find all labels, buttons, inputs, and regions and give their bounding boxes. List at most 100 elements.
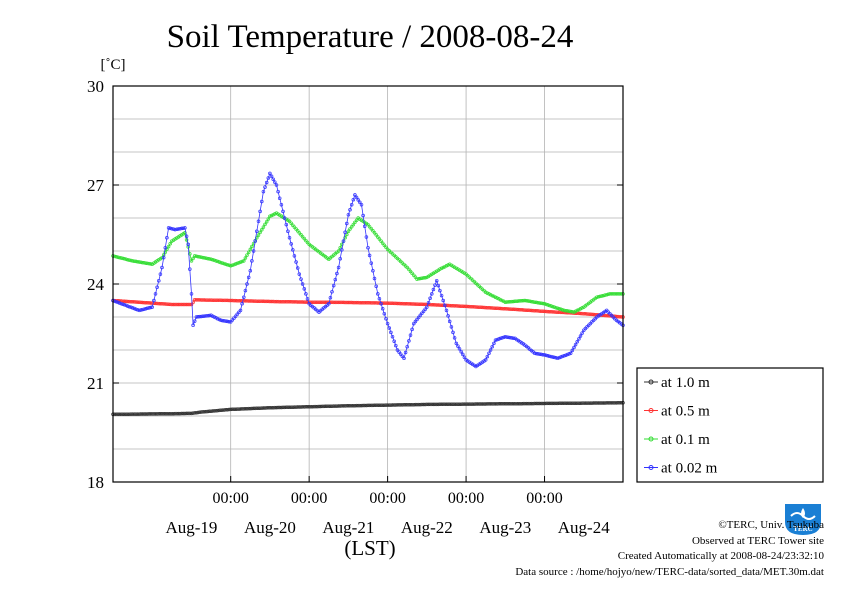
series-point <box>554 310 558 314</box>
series-point <box>405 403 409 407</box>
series-point <box>295 405 300 409</box>
series-point <box>261 406 266 410</box>
series-point <box>395 348 400 352</box>
series-point <box>456 344 460 348</box>
series-point <box>477 305 481 309</box>
series-point <box>497 306 501 311</box>
series-point <box>117 301 122 305</box>
series-point <box>441 402 445 407</box>
series-point <box>418 402 423 407</box>
series-point <box>238 260 243 264</box>
series-point <box>438 288 442 293</box>
x-day-label: Aug-21 <box>322 518 374 537</box>
series-point <box>547 354 552 358</box>
series-point <box>546 309 550 314</box>
series-point <box>310 404 315 409</box>
series-point <box>281 299 285 304</box>
series-point <box>475 402 480 406</box>
series-point <box>536 300 540 305</box>
series-point <box>183 302 187 307</box>
series-point <box>382 301 387 305</box>
series-point <box>418 302 423 306</box>
series-point <box>134 307 138 311</box>
series-point <box>202 298 207 302</box>
series-point <box>217 260 222 264</box>
series-point <box>560 401 565 406</box>
series-point <box>528 308 532 313</box>
series-point <box>222 408 226 412</box>
series-point <box>487 306 491 310</box>
series-point <box>142 307 146 311</box>
series-point <box>345 221 349 226</box>
series-point <box>192 254 197 258</box>
series-point <box>503 335 508 339</box>
series-point <box>505 300 509 304</box>
series-point <box>582 401 586 405</box>
series-point <box>304 300 308 304</box>
series-point <box>222 261 226 266</box>
series-point <box>130 306 135 310</box>
series-point <box>246 275 251 280</box>
chart-grid <box>113 86 623 482</box>
series-point <box>572 345 576 350</box>
series-point <box>505 335 509 339</box>
series-point <box>487 351 491 356</box>
series-point <box>242 299 246 303</box>
series-point <box>438 267 442 271</box>
series-point <box>305 405 310 409</box>
series-point <box>204 256 208 261</box>
series-point <box>456 304 460 308</box>
series-point <box>114 255 119 259</box>
series-point <box>532 401 537 406</box>
series-point <box>263 406 267 410</box>
series-point <box>452 336 457 340</box>
series-point <box>506 307 511 311</box>
series-point <box>567 401 571 406</box>
series-point <box>346 300 351 305</box>
series-point <box>250 244 254 249</box>
series-point <box>407 403 411 407</box>
series-point <box>135 259 140 264</box>
series-point <box>274 405 279 410</box>
series-point <box>215 316 220 321</box>
series-point <box>611 292 615 296</box>
series-point <box>217 408 222 413</box>
series-point <box>392 403 396 407</box>
series-point <box>421 402 426 407</box>
series-point <box>549 310 553 314</box>
series-point <box>379 403 383 407</box>
series-point <box>359 403 364 408</box>
series-point <box>573 401 578 405</box>
series-point <box>299 405 303 409</box>
series-point <box>554 356 558 360</box>
series-point <box>376 301 380 305</box>
series-point <box>590 312 594 317</box>
series-point <box>346 212 351 217</box>
series-point <box>310 300 315 304</box>
series-point <box>405 344 409 349</box>
series-point <box>165 302 169 306</box>
series-point <box>294 405 298 409</box>
series-point <box>408 302 413 306</box>
series-point <box>380 403 385 407</box>
series-point <box>178 411 182 416</box>
series-point <box>500 306 504 311</box>
series-point <box>192 298 197 302</box>
series-point <box>593 401 597 405</box>
series-point <box>140 307 145 312</box>
series-point <box>207 409 212 414</box>
series-point <box>277 299 282 304</box>
series-point <box>292 405 297 409</box>
series-point <box>483 402 488 406</box>
series-point <box>188 411 192 416</box>
series-point <box>524 299 529 303</box>
series-point <box>192 319 197 323</box>
series-point <box>161 255 166 260</box>
series-point <box>287 236 292 240</box>
series-point <box>390 403 395 407</box>
series-point <box>415 302 419 306</box>
series-point <box>546 303 550 307</box>
series-point <box>327 404 331 409</box>
series-point <box>349 203 354 207</box>
series-point <box>279 299 284 304</box>
